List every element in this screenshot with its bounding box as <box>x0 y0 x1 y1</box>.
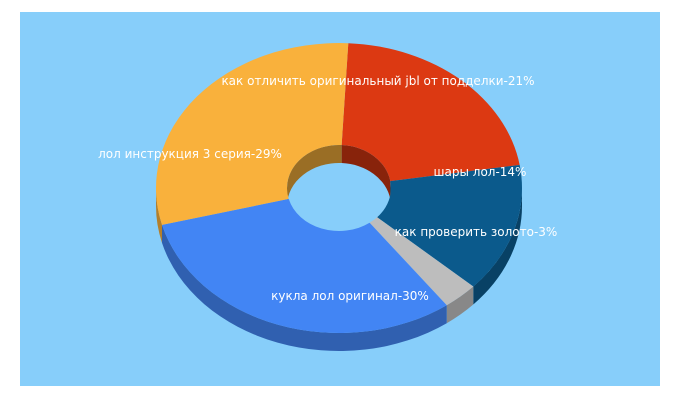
slice-label-4: кукла лол оригинал-30% <box>271 289 429 303</box>
slice-1[interactable] <box>341 43 520 182</box>
slice-side-wall <box>473 188 522 305</box>
slice-side-wall <box>155 188 162 243</box>
slice-label-3: как проверить золото-3% <box>395 225 558 239</box>
slice-inner-wall <box>341 145 391 200</box>
slice-label-5: лол инструкция 3 серия-29% <box>98 147 282 161</box>
slice-side-wall <box>162 224 447 352</box>
slice-inner-wall <box>287 145 342 206</box>
slice-label-1: как отличить оригинальный jbl от подделк… <box>221 74 534 88</box>
donut-top-faces <box>155 43 522 334</box>
slice-5[interactable] <box>155 43 349 225</box>
donut-chart: как отличить оригинальный jbl от подделк… <box>98 43 557 352</box>
slice-2[interactable] <box>377 164 522 287</box>
chart-panel: как отличить оригинальный jbl от подделк… <box>20 12 660 386</box>
slice-label-2: шары лол-14% <box>434 165 527 179</box>
slice-3[interactable] <box>369 217 474 306</box>
donut-labels: как отличить оригинальный jbl от подделк… <box>98 74 557 303</box>
slice-4[interactable] <box>162 198 447 334</box>
slice-side-wall <box>446 286 474 324</box>
donut-side-walls <box>155 145 522 352</box>
